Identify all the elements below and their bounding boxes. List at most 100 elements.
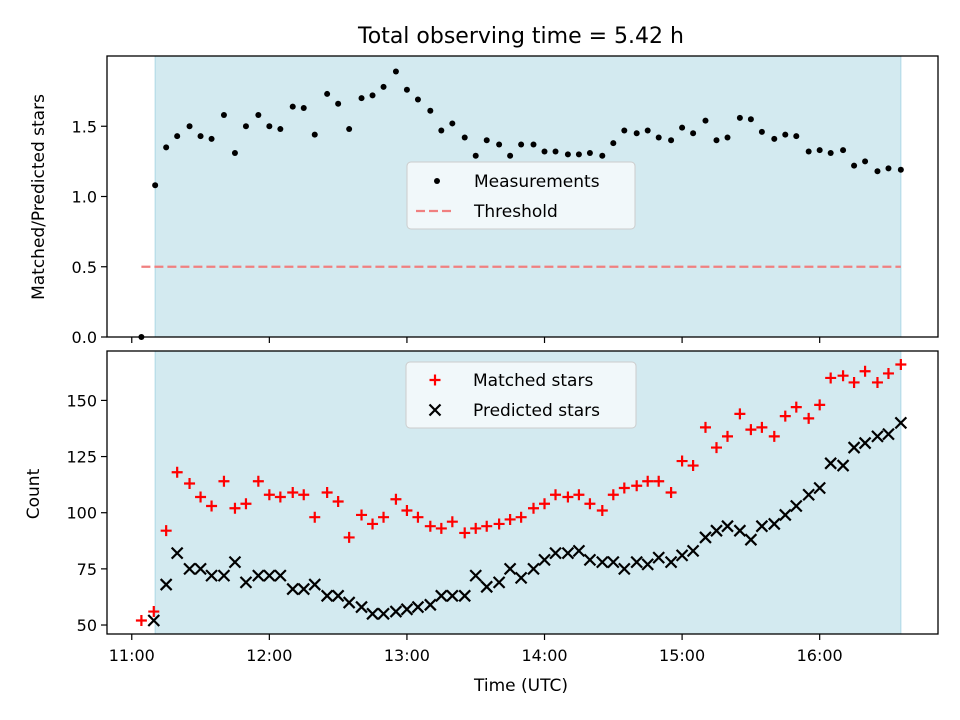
predicted-star-point bbox=[297, 582, 311, 596]
measurement-point bbox=[564, 151, 571, 158]
matched-star-point bbox=[287, 487, 299, 498]
predicted-star-point bbox=[664, 555, 678, 569]
matched-star-point bbox=[895, 358, 907, 370]
predicted-star-point bbox=[710, 524, 723, 537]
predicted-star-point bbox=[492, 576, 506, 589]
matched-star-point bbox=[734, 408, 746, 420]
measurement-point bbox=[518, 141, 525, 148]
predicted-star-point bbox=[790, 499, 803, 513]
predicted-star-point bbox=[435, 589, 448, 603]
predicted-star-point bbox=[699, 531, 712, 544]
matched-star-point bbox=[859, 365, 871, 377]
predicted-star-point bbox=[480, 580, 494, 594]
matched-star-point bbox=[665, 487, 677, 498]
bottom-x-tick-label: 13:00 bbox=[384, 646, 430, 665]
bottom-legend-box bbox=[405, 361, 637, 429]
measurement-point bbox=[449, 120, 456, 127]
matched-star-point bbox=[412, 511, 424, 523]
measurement-point bbox=[174, 133, 181, 140]
predicted-star-point bbox=[779, 508, 792, 522]
matched-star-point bbox=[848, 376, 860, 388]
predicted-star-point bbox=[630, 555, 643, 569]
matched-star-point bbox=[263, 489, 275, 501]
bottom-y-tick-label: 75 bbox=[77, 560, 97, 579]
measurement-point bbox=[633, 130, 640, 137]
measurement-point bbox=[736, 114, 743, 121]
measurement-point bbox=[208, 135, 215, 142]
matched-star-point bbox=[814, 399, 826, 411]
bottom-x-tick-label: 12:00 bbox=[246, 646, 292, 665]
bottom-x-tick-label: 15:00 bbox=[659, 646, 705, 665]
predicted-star-point bbox=[618, 562, 631, 576]
predicted-star-point bbox=[252, 569, 265, 582]
predicted-star-point bbox=[894, 416, 908, 430]
predicted-star-point bbox=[239, 576, 253, 589]
measurement-point bbox=[816, 147, 823, 154]
matched-star-point bbox=[653, 475, 665, 487]
predicted-star-point bbox=[733, 524, 747, 537]
matched-star-point bbox=[435, 522, 447, 534]
matched-star-point bbox=[504, 513, 516, 525]
measurement-point bbox=[152, 182, 159, 189]
matched-star-point bbox=[768, 430, 780, 442]
matched-star-point bbox=[618, 482, 630, 494]
matched-star-point bbox=[539, 498, 551, 510]
matched-star-point bbox=[459, 527, 471, 539]
measurement-point bbox=[231, 149, 238, 156]
legend-measurements-label: Measurements bbox=[474, 172, 600, 192]
predicted-star-point bbox=[411, 600, 425, 614]
measurement-point bbox=[771, 135, 778, 142]
predicted-star-point bbox=[652, 551, 665, 564]
legend-predicted-label: Predicted stars bbox=[473, 401, 600, 421]
predicted-star-point bbox=[755, 519, 769, 533]
measurement-point bbox=[220, 112, 227, 119]
measurement-point bbox=[610, 140, 617, 147]
top-y-tick-label: 0.5 bbox=[72, 258, 97, 277]
bottom-panel: 50 75 100 125 150 11:00 12:00 13:00 14:00 15:00 16… bbox=[24, 350, 939, 696]
predicted-star-point bbox=[721, 519, 734, 533]
matched-star-point bbox=[367, 518, 379, 530]
matched-star-point bbox=[882, 367, 894, 379]
measurement-point bbox=[242, 123, 249, 130]
measurement-point bbox=[496, 141, 503, 148]
predicted-star-point bbox=[320, 589, 334, 603]
measurement-point bbox=[186, 123, 193, 130]
matched-star-point bbox=[378, 511, 390, 523]
measurement-point bbox=[782, 131, 789, 138]
bottom-frame bbox=[106, 350, 939, 635]
measurement-point bbox=[472, 152, 479, 159]
bottom-star-points bbox=[135, 358, 908, 627]
measurement-point bbox=[438, 127, 445, 134]
matched-star-point bbox=[687, 460, 699, 472]
measurement-point bbox=[724, 134, 731, 141]
predicted-star-point bbox=[836, 459, 850, 472]
matched-star-point bbox=[825, 372, 837, 384]
predicted-star-point bbox=[389, 605, 403, 618]
matched-star-point bbox=[332, 495, 344, 507]
predicted-star-point bbox=[675, 549, 689, 562]
bottom-y-axis-label: Count bbox=[24, 468, 44, 519]
predicted-star-point bbox=[308, 578, 322, 591]
measurement-point bbox=[289, 103, 296, 110]
matched-star-point bbox=[229, 502, 241, 514]
predicted-star-point bbox=[527, 562, 540, 576]
bottom-x-tick-label: 11:00 bbox=[109, 646, 155, 665]
measurement-point bbox=[758, 128, 765, 135]
measurement-point bbox=[324, 90, 331, 97]
matched-star-point bbox=[528, 502, 540, 514]
predicted-star-point bbox=[342, 596, 356, 609]
legend-measurement-marker bbox=[434, 178, 440, 184]
measurement-point bbox=[679, 124, 686, 131]
predicted-star-point bbox=[205, 569, 218, 582]
predicted-star-point bbox=[446, 589, 459, 603]
predicted-star-point bbox=[217, 569, 231, 582]
measurement-point bbox=[644, 127, 651, 134]
matched-star-point bbox=[631, 480, 643, 492]
measurement-point bbox=[392, 68, 399, 75]
predicted-star-point bbox=[147, 614, 161, 627]
measurement-point bbox=[874, 168, 881, 175]
matched-star-point bbox=[493, 518, 505, 530]
predicted-star-point bbox=[263, 569, 276, 582]
matched-star-point bbox=[481, 520, 493, 532]
predicted-star-point bbox=[583, 553, 597, 567]
